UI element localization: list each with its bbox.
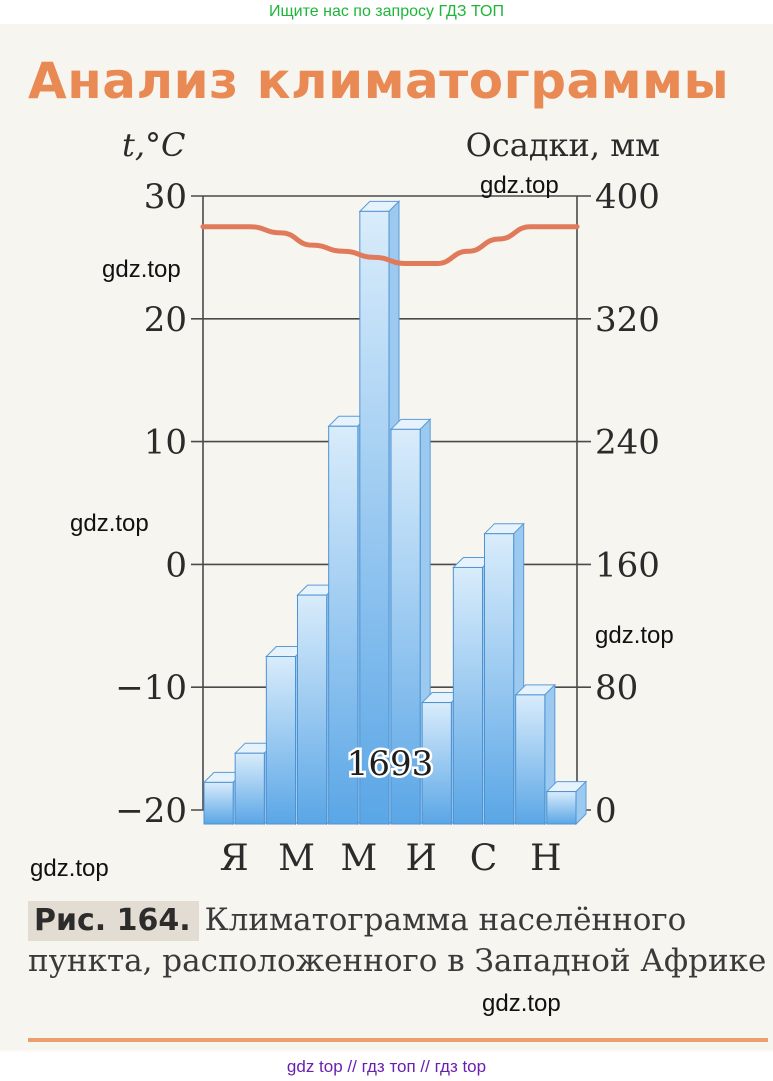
month-label: Н	[530, 838, 561, 879]
precipitation-tick-label: 0	[595, 791, 617, 831]
temperature-tick-label: 20	[144, 300, 187, 340]
bar-front	[515, 694, 546, 825]
bottom-banner: gdz top // гдз топ // гдз top	[0, 1052, 773, 1081]
watermark: gdz.top	[102, 256, 181, 283]
left-axis-label: t,°C	[122, 126, 186, 164]
temperature-tick-label: 30	[144, 177, 187, 217]
figure-label: Рис. 164.	[28, 901, 199, 941]
precipitation-bars	[202, 200, 588, 826]
page-title: Анализ климатограммы	[28, 52, 730, 110]
bar-front	[328, 425, 359, 825]
bar-front	[452, 566, 484, 825]
watermark: gdz.top	[480, 172, 559, 199]
precipitation-tick-label: 160	[595, 545, 660, 585]
annual-precipitation-label: 1693	[347, 744, 434, 784]
temperature-line	[200, 224, 580, 267]
bar-front	[359, 210, 390, 825]
bar-front	[265, 656, 297, 825]
month-label: И	[405, 838, 436, 879]
temperature-tick-label: 0	[165, 545, 187, 585]
top-banner: Ищите нас по запросу ГДЗ ТОП	[0, 0, 773, 24]
month-label: Я	[220, 838, 249, 879]
month-label: С	[470, 838, 498, 879]
bar-front	[203, 781, 234, 825]
climatogram: 1693 30 20 10 0 −10 −20 400 320 240 160 80 0 t,°C Осад…	[115, 126, 660, 879]
precipitation-tick-label: 240	[595, 423, 660, 463]
figure-caption: Рис. 164. Климатограмма населённого пункт…	[28, 900, 768, 981]
temperature-tick-label: −10	[115, 668, 187, 708]
watermark: gdz.top	[70, 510, 149, 537]
bar-front	[421, 702, 452, 825]
bar-front	[234, 752, 265, 825]
month-label: М	[340, 838, 377, 879]
right-axis-label: Осадки, мм	[466, 126, 660, 164]
temperature-curve	[200, 224, 580, 267]
bar-front	[297, 594, 328, 825]
precipitation-tick-label: 400	[595, 177, 660, 217]
watermark: gdz.top	[595, 622, 674, 649]
precipitation-tick-label: 320	[595, 300, 660, 340]
watermark: gdz.top	[30, 855, 109, 882]
temperature-tick-label: 10	[144, 423, 187, 463]
bar-month-12	[545, 780, 588, 826]
watermark: gdz.top	[482, 990, 561, 1017]
temperature-tick-label: −20	[115, 791, 187, 831]
bar-front	[390, 428, 421, 825]
precipitation-tick-label: 80	[595, 668, 638, 708]
bar-front	[484, 533, 515, 825]
divider	[28, 1038, 768, 1042]
bar-front	[546, 791, 577, 825]
month-label: М	[278, 838, 315, 879]
figure-caption-text: Климатограмма населённого пункта, распол…	[28, 902, 767, 979]
axis-labels: 1693 30 20 10 0 −10 −20 400 320 240 160 80 0 t,°C Осад…	[115, 126, 660, 879]
